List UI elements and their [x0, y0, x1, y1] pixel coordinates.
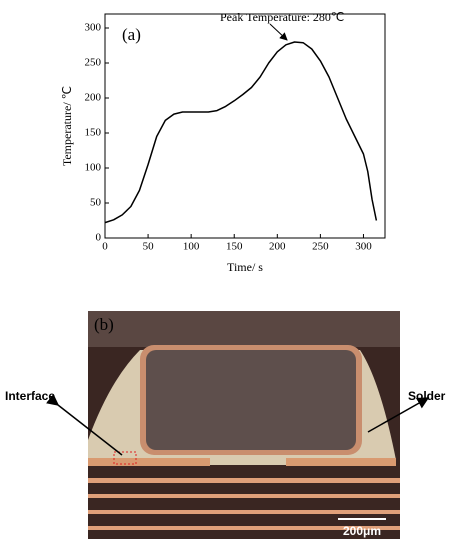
x-tick-label: 100 — [183, 241, 200, 253]
y-tick-label: 300 — [85, 22, 102, 34]
chart: (a) Time/ s Temperature/ ℃ Peak Temperat… — [60, 10, 386, 274]
y-tick-label: 0 — [96, 232, 102, 244]
pad — [286, 458, 396, 466]
plot-frame — [104, 13, 386, 239]
micrograph: 200μm (b) — [88, 311, 400, 539]
interface-box — [113, 451, 137, 465]
solder-arrow — [367, 397, 430, 433]
y-axis-label: Temperature/ ℃ — [60, 86, 74, 166]
chip — [146, 350, 356, 450]
y-tick-label: 200 — [85, 92, 102, 104]
y-tick-label: 100 — [85, 162, 102, 174]
panel-label: (b) — [94, 315, 114, 334]
x-tick-label: 300 — [355, 241, 372, 253]
x-tick-label: 0 — [102, 241, 108, 253]
interface-arrow — [46, 393, 123, 456]
panel-label: (a) — [122, 25, 141, 44]
y-tick-label: 50 — [90, 197, 102, 209]
scale-bar-label: 200μm — [343, 524, 381, 538]
copper-layer — [88, 478, 400, 483]
x-tick-label: 50 — [143, 241, 155, 253]
y-tick-label: 150 — [85, 127, 102, 139]
annotation-arrow — [269, 23, 288, 41]
x-axis-label: Time/ s — [227, 260, 263, 274]
micrograph-top — [88, 311, 400, 347]
y-tick-label: 250 — [85, 57, 102, 69]
x-tick-label: 250 — [312, 241, 329, 253]
x-tick-label: 200 — [269, 241, 286, 253]
annotation: Peak Temperature: 280℃ — [220, 10, 344, 24]
pad — [88, 458, 210, 466]
solder-label: Solder — [408, 389, 446, 403]
interface-label: Interface — [5, 389, 55, 403]
copper-layer — [88, 510, 400, 514]
x-tick-label: 150 — [226, 241, 243, 253]
copper-layer — [88, 526, 400, 530]
copper-layer — [88, 494, 400, 498]
temperature-line — [104, 41, 378, 224]
